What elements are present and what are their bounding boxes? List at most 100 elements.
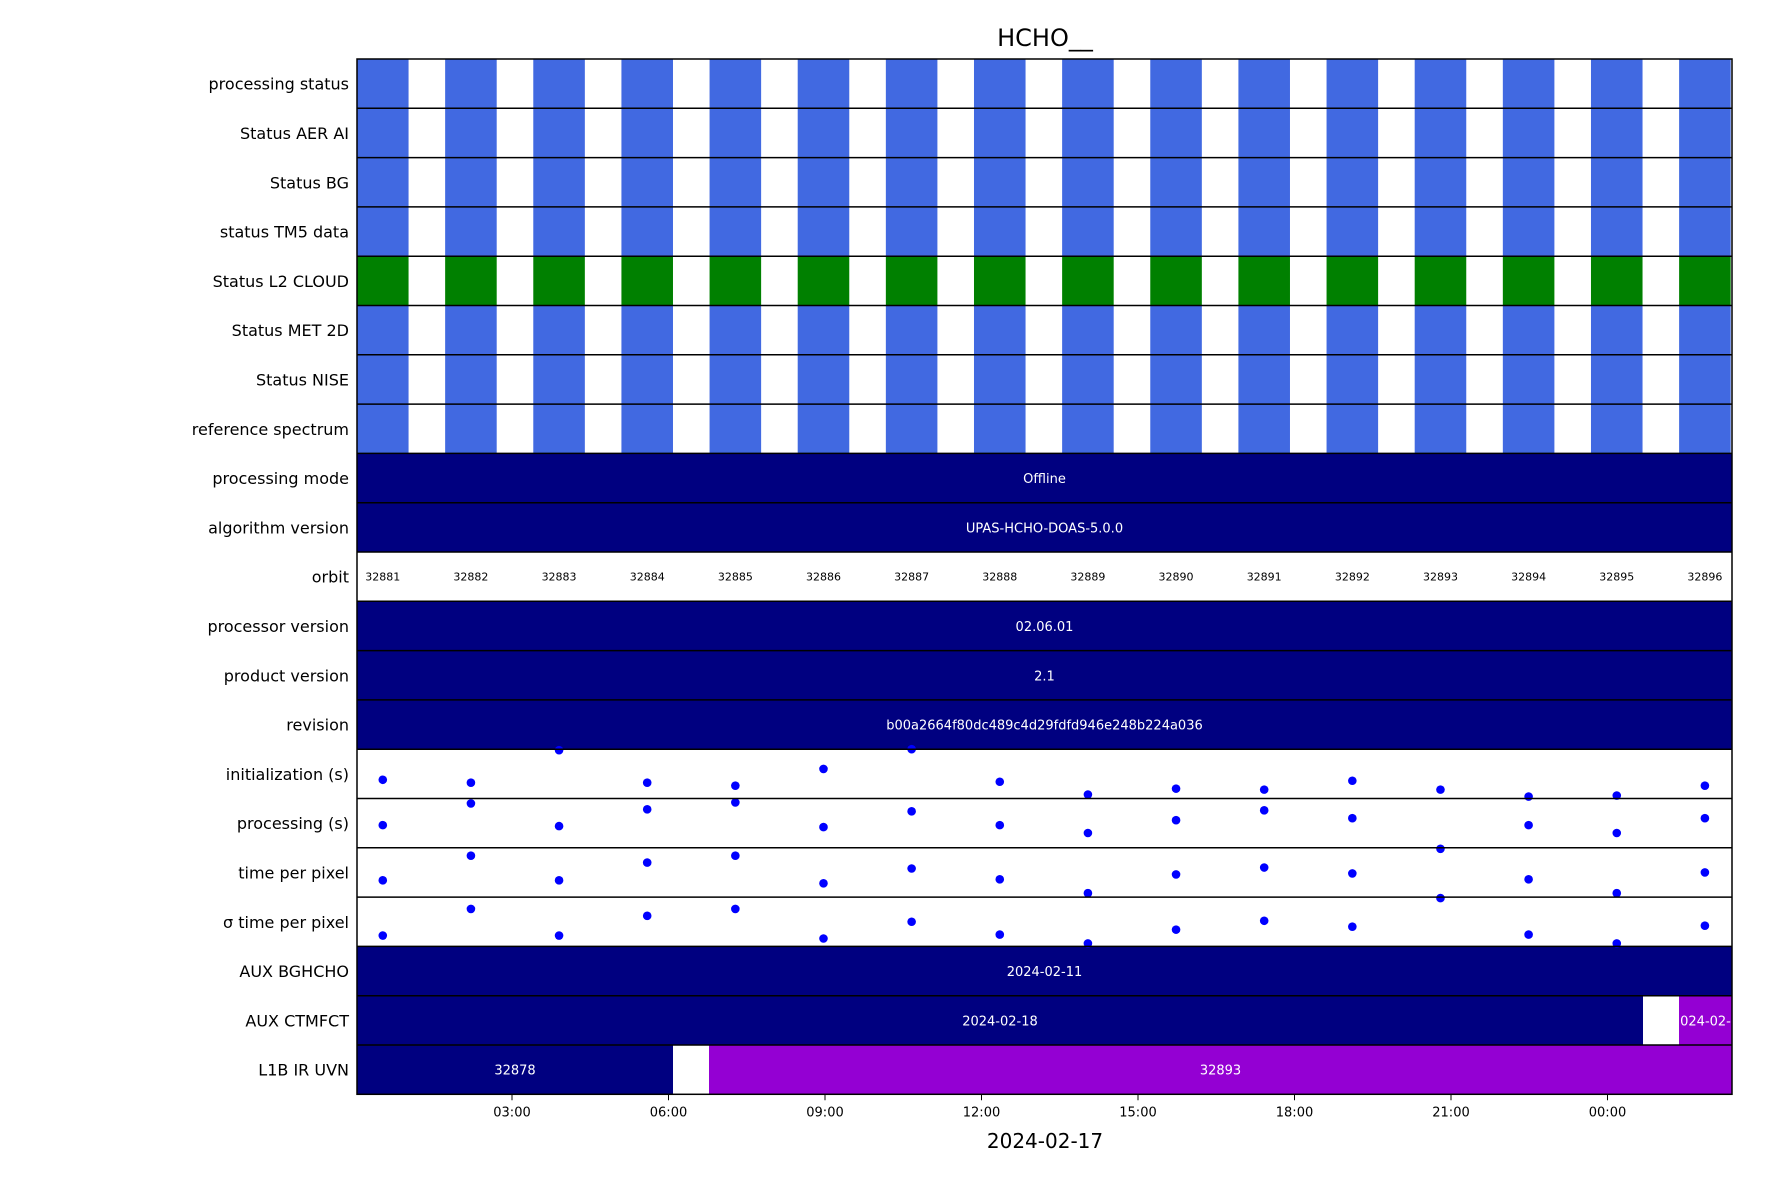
status-block [1590, 305, 1643, 355]
data-point [1259, 785, 1269, 794]
x-tick-label: 21:00 [1432, 1105, 1469, 1120]
band-label: UPAS-HCHO-DOAS-5.0.0 [966, 521, 1123, 536]
data-point [554, 745, 564, 755]
data-point [1612, 791, 1622, 800]
row-label-initialization-s: initialization (s) [226, 765, 349, 784]
status-block [621, 108, 673, 158]
row-label-reference-spectrum: reference spectrum [192, 420, 349, 439]
data-point [1348, 869, 1357, 878]
row-label-time-per-pixel: time per pixel [238, 863, 349, 882]
status-block [1062, 157, 1114, 207]
x-axis-ticks: 03:00 06:00 09:00 12:00 15:00 18:00 21:00 00:00 [493, 1094, 1626, 1120]
band-segment [357, 995, 1643, 1045]
band-row-product-version: 2.1 [357, 650, 1732, 700]
data-point [1700, 813, 1710, 823]
status-block [885, 404, 938, 454]
plot-frame [356, 58, 1733, 1096]
status-block [1062, 305, 1114, 355]
status-block [1502, 354, 1555, 405]
status-block [1062, 256, 1114, 306]
status-block [1679, 256, 1731, 306]
band-segment [709, 1045, 1732, 1095]
row-label-status-bg: Status BG [270, 173, 349, 192]
data-point [819, 764, 828, 774]
status-row-status-nise [357, 354, 1731, 405]
data-point [995, 777, 1005, 787]
x-tick-label: 00:00 [1589, 1105, 1626, 1120]
status-block [357, 404, 409, 454]
status-block [1150, 305, 1202, 355]
band-label: b00a2664f80dc489c4d29fdfd946e248b224a036 [886, 719, 1203, 734]
data-point [1171, 815, 1181, 825]
status-row-reference-spectrum [357, 404, 1731, 454]
status-block [1590, 404, 1643, 454]
band-label: 32893 [1200, 1064, 1241, 1079]
status-block [1590, 354, 1643, 405]
data-point [1436, 785, 1445, 794]
row-label-processor-version: processor version [207, 617, 349, 636]
status-block [1062, 108, 1114, 158]
data-point [907, 917, 916, 927]
data-point [819, 822, 828, 832]
status-block [885, 354, 938, 405]
orbit-label: 32892 [1335, 571, 1370, 584]
orbit-label: 32885 [718, 571, 753, 584]
status-row-status-met-2d [357, 305, 1731, 355]
status-block [1679, 305, 1731, 355]
data-point [1524, 820, 1533, 830]
data-point [1348, 813, 1357, 823]
data-point [907, 807, 916, 816]
status-block [1150, 404, 1202, 454]
x-tick-label: 18:00 [1276, 1105, 1313, 1120]
status-block [445, 157, 497, 207]
status-row-status-l2-cloud [357, 256, 1731, 306]
data-point [1348, 776, 1357, 786]
status-block [1238, 59, 1290, 109]
data-point [1083, 828, 1093, 838]
band-row-processing-mode: Offline [357, 453, 1732, 503]
data-point [466, 778, 476, 788]
orbit-row: 32881 32882 32883 32884 32885 32886 32887 32888… [365, 571, 1722, 584]
status-block [1590, 206, 1643, 257]
data-point [642, 778, 652, 788]
orbit-label: 32884 [630, 571, 665, 584]
status-block [1590, 59, 1643, 109]
status-block [445, 404, 497, 454]
scatter-row-initialization-s [378, 744, 1710, 801]
row-label-processing-s: processing (s) [237, 814, 349, 833]
data-point [731, 904, 740, 914]
x-tick-label: 12:00 [963, 1105, 1000, 1120]
status-block [1679, 157, 1731, 207]
row-label-algorithm-version: algorithm version [208, 518, 349, 537]
data-point [1524, 930, 1533, 939]
orbit-label: 32896 [1687, 571, 1722, 584]
status-block [973, 305, 1026, 355]
status-block [1502, 157, 1555, 207]
status-row-status-aer-ai [357, 108, 1731, 158]
band-segment [357, 650, 1732, 700]
status-block [709, 404, 762, 454]
status-block [797, 305, 850, 355]
data-point [378, 876, 388, 885]
status-block [1414, 256, 1467, 306]
status-block [973, 108, 1026, 158]
status-block [709, 157, 762, 207]
row-label-revision: revision [286, 716, 349, 735]
row-label-processing-status: processing status [209, 75, 349, 94]
orbit-label: 32888 [982, 571, 1017, 584]
status-block [445, 256, 497, 306]
scatter-row-processing-s [378, 798, 1710, 838]
band-row-algorithm-version: UPAS-HCHO-DOAS-5.0.0 [357, 502, 1732, 552]
data-point [1436, 844, 1445, 854]
data-point [907, 864, 916, 873]
status-block [621, 305, 673, 355]
orbit-label: 32881 [365, 571, 400, 584]
data-point [1612, 888, 1622, 898]
status-block [797, 59, 850, 109]
x-tick-label: 09:00 [806, 1105, 843, 1120]
x-tick-label: 03:00 [493, 1105, 530, 1120]
data-point [731, 798, 740, 807]
status-block [1238, 108, 1290, 158]
status-block [1326, 354, 1379, 405]
band-label: 2.1 [1034, 669, 1055, 684]
